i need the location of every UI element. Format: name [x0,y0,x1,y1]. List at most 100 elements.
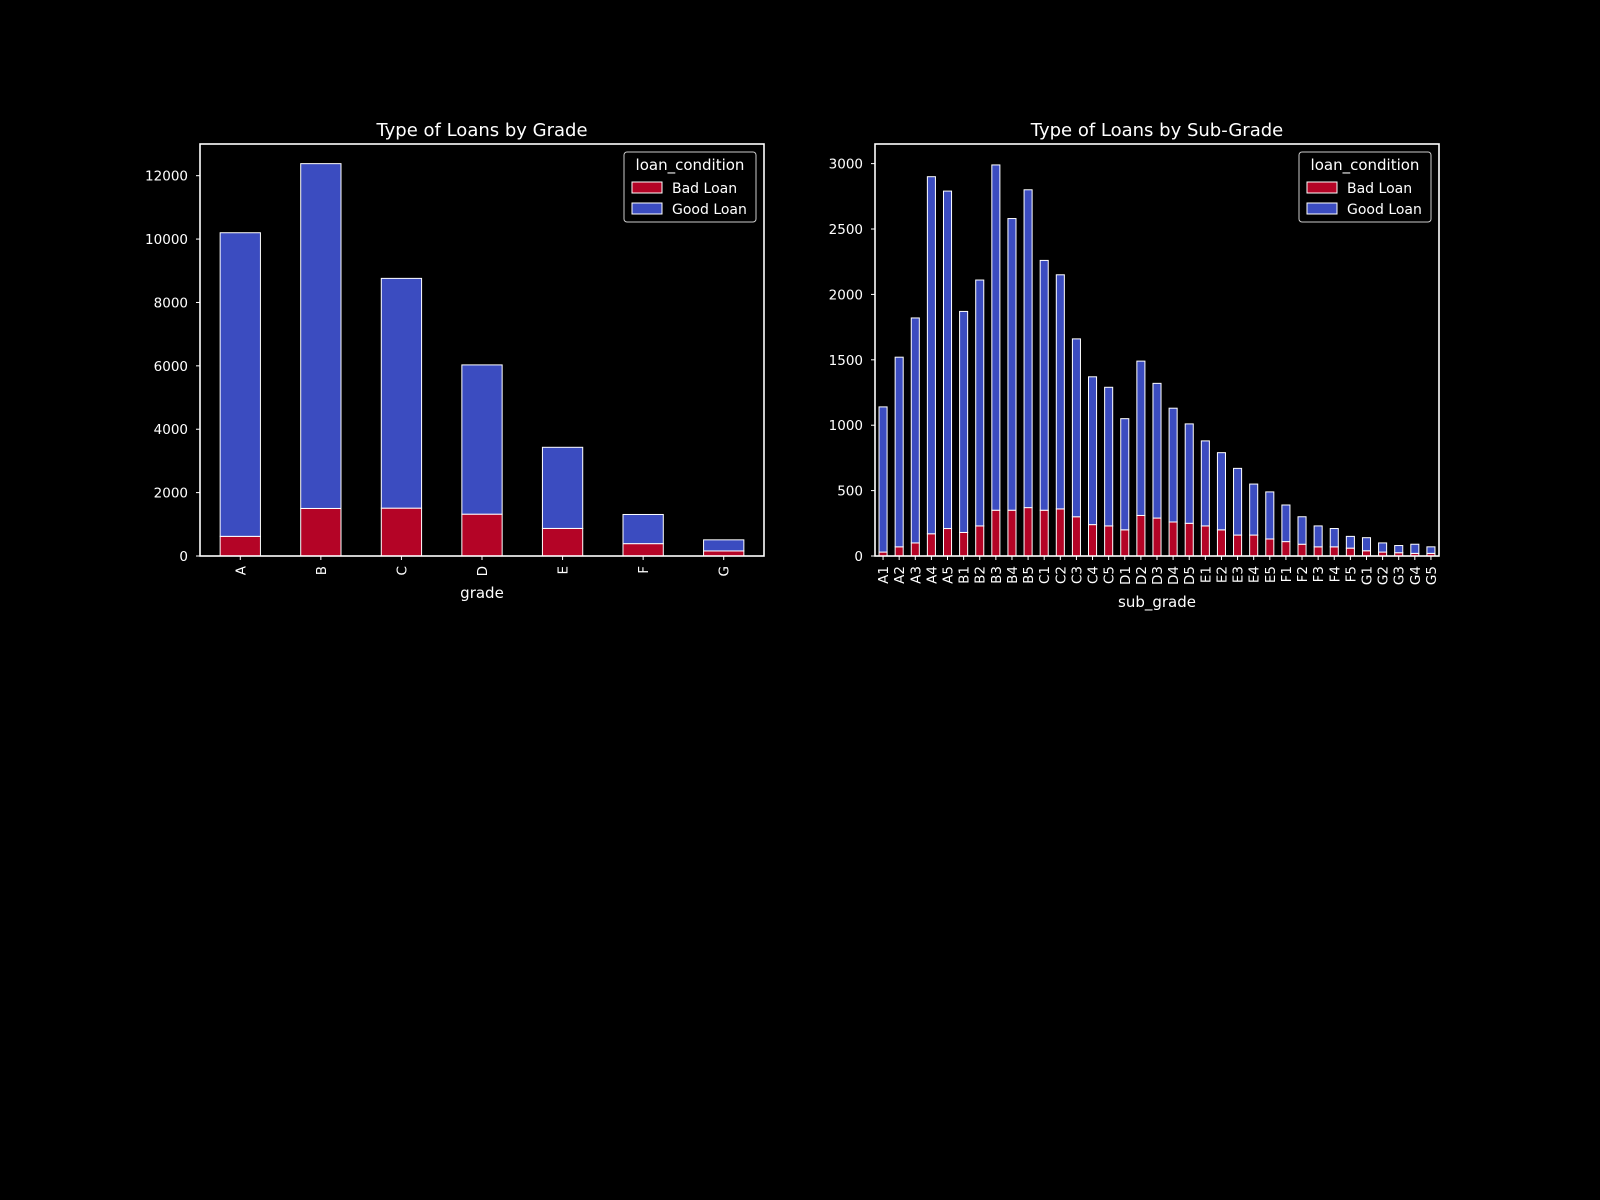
subgrade-legend-swatch-bad-loan [1306,181,1338,194]
grade-bar-good-loan-B [300,163,342,509]
subgrade-x-tick-label-B4: B4 [1005,566,1021,584]
subgrade-bar-bad-loan-E3 [1233,534,1243,557]
subgrade-bar-bad-loan-F5 [1345,547,1355,557]
subgrade-bar-bad-loan-A4 [926,533,936,557]
subgrade-x-tick-label-E2: E2 [1214,566,1230,583]
grade-y-tick-label-2000: 2000 [154,486,188,502]
subgrade-bar-bad-loan-F4 [1329,546,1339,557]
subgrade-legend: loan_condition Bad Loan Good Loan [1298,151,1432,223]
subgrade-bar-bad-loan-C5 [1104,525,1114,557]
subgrade-x-tick-label-A4: A4 [924,566,940,584]
grade-bar-good-loan-G [703,539,745,552]
subgrade-bar-good-loan-E1 [1200,440,1210,527]
subgrade-x-tick-label-C1: C1 [1037,566,1053,584]
subgrade-bar-good-loan-A1 [878,406,888,553]
subgrade-bar-bad-loan-C2 [1055,508,1065,557]
subgrade-bar-good-loan-A5 [942,190,953,530]
subgrade-chart-title: Type of Loans by Sub-Grade [1030,120,1284,141]
subgrade-x-tick-label-E5: E5 [1263,566,1279,583]
subgrade-bar-bad-loan-B1 [959,531,969,557]
grade-legend-label-good-loan: Good Loan [672,202,747,218]
subgrade-x-tick-label-A2: A2 [892,566,908,584]
subgrade-y-tick-label-1500: 1500 [829,353,863,369]
subgrade-x-tick-label-D5: D5 [1182,566,1198,585]
grade-chart: A B C D E F G 0 2000 4000 6000 8000 10000 12000 Type o… [145,120,765,602]
subgrade-bar-good-loan-C1 [1039,259,1049,511]
subgrade-x-tick-label-F3: F3 [1311,566,1327,582]
grade-bar-good-loan-A [219,232,261,537]
subgrade-bar-good-loan-E5 [1265,491,1275,540]
subgrade-bar-bad-loan-D3 [1152,517,1162,557]
grade-bar-good-loan-C [380,277,423,509]
subgrade-bar-bad-loan-D2 [1136,514,1146,557]
subgrade-x-tick-label-B1: B1 [957,566,973,584]
subgrade-bar-good-loan-A4 [926,176,936,535]
grade-x-tick-label-E: E [556,566,572,575]
subgrade-chart: A1 A2 A3 A4 A5 B1 B2 B3 B4 B5 C1 C2 C3 C4 C5 D1 D2 D3 D4 D5… [829,120,1440,612]
subgrade-bar-good-loan-A2 [894,356,904,548]
subgrade-bar-good-loan-C2 [1055,274,1065,510]
subgrade-x-tick-label-B3: B3 [989,566,1005,584]
subgrade-legend-swatch-good-loan [1306,202,1338,215]
grade-x-tick-label-B: B [314,566,330,575]
subgrade-bar-good-loan-C5 [1104,386,1114,527]
subgrade-bar-good-loan-F3 [1313,525,1323,548]
grade-y-tick-label-6000: 6000 [154,359,188,375]
subgrade-legend-title: loan_condition [1311,156,1420,175]
subgrade-bar-bad-loan-B4 [1007,509,1017,557]
grade-x-tick-label-C: C [394,566,410,575]
subgrade-bar-good-loan-A3 [910,317,920,544]
subgrade-bar-good-loan-G2 [1378,542,1388,553]
subgrade-bar-bad-loan-F1 [1281,541,1291,557]
subgrade-y-tick-label-2500: 2500 [829,222,863,238]
subgrade-bar-bad-loan-D4 [1168,521,1178,557]
subgrade-bar-bad-loan-A3 [910,542,920,557]
subgrade-x-tick-label-F5: F5 [1343,566,1359,582]
subgrade-x-tick-label-F2: F2 [1295,566,1311,582]
subgrade-x-tick-label-G2: G2 [1376,566,1392,585]
subgrade-x-tick-label-F4: F4 [1327,566,1343,582]
subgrade-plot-frame [874,143,1440,557]
subgrade-y-tick-label-500: 500 [837,484,863,500]
subgrade-x-tick-label-D2: D2 [1134,566,1150,585]
subgrade-bar-good-loan-B5 [1023,189,1033,509]
subgrade-x-tick-label-A3: A3 [908,566,924,584]
subgrade-x-tick-label-F1: F1 [1279,566,1295,582]
grade-legend: loan_condition Bad Loan Good Loan [623,151,757,223]
subgrade-y-tick-label-1000: 1000 [829,418,863,434]
subgrade-x-tick-label-D1: D1 [1118,566,1134,585]
subgrade-x-tick-label-B2: B2 [973,566,989,584]
grade-legend-title: loan_condition [636,156,745,175]
grade-bar-bad-loan-A [219,535,261,557]
grade-x-axis-label: grade [460,584,504,602]
subgrade-bar-bad-loan-F2 [1297,543,1307,557]
grade-bar-bad-loan-C [380,507,423,557]
grade-bar-bad-loan-E [541,527,584,557]
subgrade-bar-bad-loan-D5 [1184,522,1194,557]
subgrade-bar-bad-loan-E4 [1249,534,1259,557]
subgrade-bar-good-loan-F1 [1281,504,1291,543]
subgrade-bar-bad-loan-A5 [942,528,953,557]
subgrade-bar-bad-loan-C1 [1039,509,1049,557]
subgrade-x-tick-label-B5: B5 [1021,566,1037,584]
subgrade-bar-good-loan-D4 [1168,407,1178,523]
grade-chart-title: Type of Loans by Grade [375,120,587,141]
subgrade-y-tick-label-0: 0 [854,549,863,565]
subgrade-bar-good-loan-G3 [1394,545,1404,554]
grade-x-tick-label-A: A [233,565,249,575]
grade-x-tick-label-F: F [636,566,652,574]
subgrade-bar-good-loan-C3 [1071,338,1081,518]
subgrade-x-tick-label-C2: C2 [1053,566,1069,584]
subgrade-x-tick-label-A5: A5 [941,566,957,584]
subgrade-x-tick-label-C4: C4 [1086,566,1102,584]
grade-legend-swatch-bad-loan [631,181,663,194]
grade-bar-good-loan-D [461,364,503,515]
subgrade-bar-bad-loan-A2 [894,546,904,557]
grade-bar-good-loan-F [622,513,664,545]
subgrade-bar-bad-loan-C3 [1071,516,1081,557]
grade-bar-bad-loan-D [461,513,503,557]
subgrade-bar-bad-loan-F3 [1313,546,1323,557]
subgrade-bar-good-loan-C4 [1088,376,1098,526]
grade-legend-swatch-good-loan [631,202,663,215]
subgrade-legend-label-bad-loan: Bad Loan [1347,181,1412,197]
